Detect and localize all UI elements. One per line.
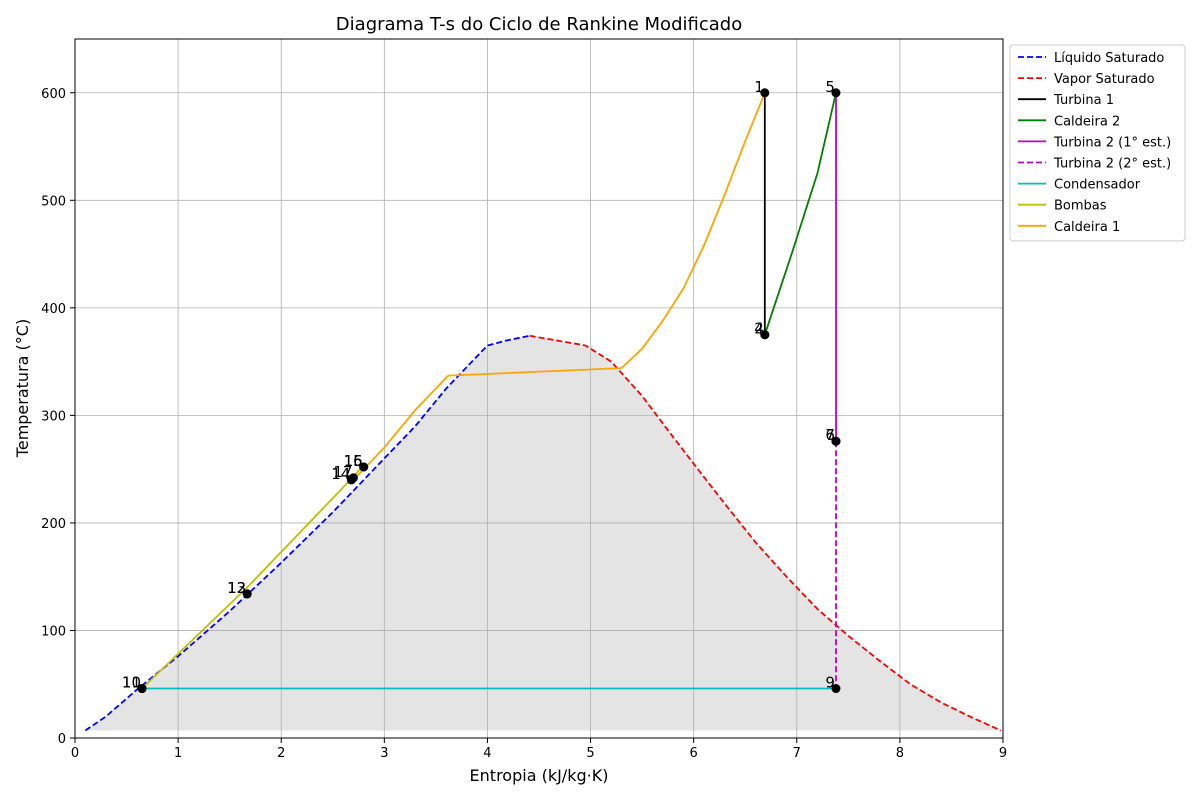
state-point-marker [359,462,369,472]
state-point-label: 13 [227,579,246,597]
state-point-label: 14 [331,465,350,483]
state-point-label: 17 [333,463,352,481]
y-tick-label: 100 [41,624,66,639]
y-tick-label: 400 [41,302,66,317]
state-point-label: 9 [825,674,835,692]
axes-frame [74,38,1004,739]
state-point-marker [831,88,841,98]
x-tick-label: 8 [896,746,904,761]
state-point-marker [137,684,147,694]
legend: Líquido Saturado Vapor Saturado Turbina 1 C… [1009,44,1186,242]
legend-label: Caldeira 1 [1054,220,1120,235]
legend-label: Bombas [1054,199,1107,214]
state-point-label: 6 [825,426,835,444]
y-tick-label: 300 [41,409,66,424]
legend-label: Condensador [1054,178,1141,193]
x-tick-label: 2 [277,746,285,761]
state-point-label: 15 [344,452,363,470]
legend-label: Líquido Saturado [1054,51,1164,66]
state-point-marker [760,330,770,340]
series-line [763,92,837,335]
legend-box [1009,44,1186,242]
y-tick-label: 0 [58,732,66,747]
x-tick-label: 6 [690,746,698,761]
y-axis-label: Temperatura (°C) [13,319,32,458]
state-point-label: 2 [754,320,764,338]
state-point-label: 7 [825,426,835,444]
series-line [84,334,530,732]
state-point-marker [348,473,358,483]
series-line [350,92,766,483]
state-point-label: 12 [227,579,246,597]
y-tick-label: 500 [41,194,66,209]
x-tick-label: 7 [793,746,801,761]
legend-label: Turbina 2 (2° est.) [1053,157,1171,172]
x-tick-label: 5 [586,746,594,761]
state-point-label: 11 [122,674,141,692]
state-point-label: 5 [825,78,835,96]
series-line [529,334,1002,732]
x-tick-label: 9 [999,746,1007,761]
state-point-marker [242,589,252,599]
legend-label: Turbina 1 [1053,93,1114,108]
legend-label: Turbina 2 (1° est.) [1053,135,1171,150]
chart-title: Diagrama T-s do Ciclo de Rankine Modific… [336,14,742,35]
state-point-label: 16 [344,452,363,470]
state-point-label: 1 [754,78,764,96]
y-tick-label: 200 [41,517,66,532]
x-tick-label: 3 [380,746,388,761]
state-point-marker [760,88,770,98]
x-tick-label: 0 [71,746,79,761]
state-point-label: 10 [122,674,141,692]
state-point-label: 4 [754,320,764,338]
legend-label: Caldeira 2 [1054,114,1120,129]
state-point-marker [831,684,841,694]
x-tick-label: 4 [483,746,491,761]
y-tick-label: 600 [41,87,66,102]
x-axis-label: Entropia (kJ/kg·K) [470,766,609,785]
saturation-dome-fill [85,335,1001,731]
legend-label: Vapor Saturado [1054,72,1155,87]
series-line [141,464,365,690]
state-point-marker [831,436,841,446]
x-tick-label: 1 [174,746,182,761]
